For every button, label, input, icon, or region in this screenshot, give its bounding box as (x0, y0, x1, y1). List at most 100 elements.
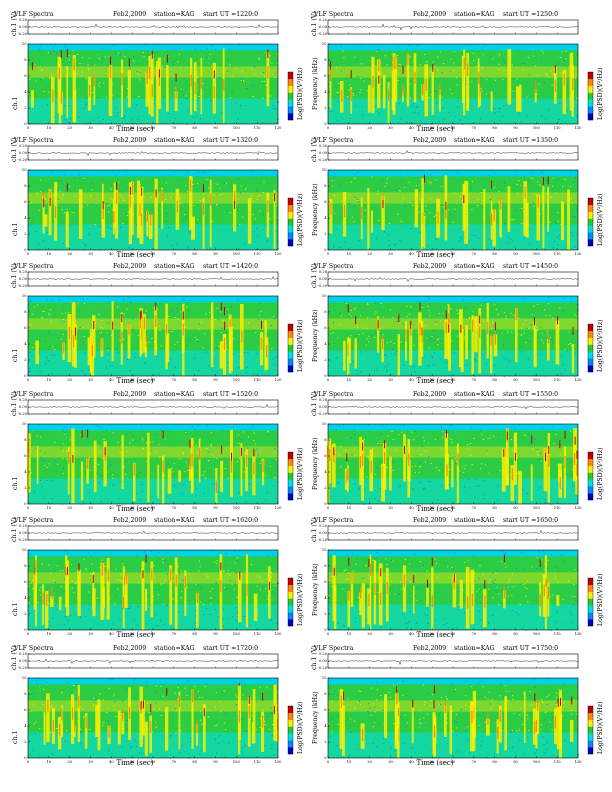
speckle (472, 311, 474, 313)
speckle (439, 463, 441, 465)
speckle (380, 85, 383, 87)
speckle (105, 366, 107, 368)
speckle (521, 628, 523, 630)
speckle (53, 459, 55, 461)
x-axis-label: Time (sec) (116, 631, 154, 639)
sferic-peak (151, 50, 153, 59)
speckle (501, 341, 504, 343)
speckle (264, 76, 266, 78)
speckle (338, 488, 340, 490)
speckle (255, 44, 257, 46)
sferic-peak (203, 184, 204, 193)
speckle (78, 173, 80, 175)
speckle (506, 104, 508, 106)
speckle (61, 501, 63, 503)
speckle (448, 424, 450, 425)
speckle (58, 495, 60, 496)
speckle (145, 310, 147, 312)
speckle (573, 330, 575, 332)
speckle (337, 92, 339, 94)
speckle (39, 365, 41, 367)
speckle (371, 327, 373, 329)
speckle (574, 77, 577, 79)
speckle (261, 224, 263, 226)
sferic-peak (175, 73, 177, 82)
speckle (214, 246, 216, 248)
speckle (256, 190, 258, 192)
x-tick-label: 60 (151, 632, 156, 636)
speckle (54, 116, 56, 118)
speckle (417, 300, 419, 301)
speckle (418, 463, 420, 464)
speckle (436, 102, 438, 104)
speckle (236, 226, 238, 227)
speckle (392, 461, 394, 463)
speckle (266, 555, 269, 557)
speckle (186, 98, 188, 99)
speckle (331, 174, 333, 176)
speckle (54, 605, 56, 606)
colorbar-segment (288, 232, 293, 240)
speckle (107, 226, 109, 228)
waveform-y-tick-label: 0.20 (19, 144, 28, 148)
speckle (200, 198, 202, 199)
speckle (564, 57, 566, 59)
speckle (433, 66, 435, 67)
speckle (94, 64, 96, 66)
speckle (393, 343, 395, 344)
sferic-streak (101, 203, 106, 238)
speckle (471, 464, 473, 466)
speckle (459, 236, 461, 238)
speckle (51, 479, 53, 481)
speckle (222, 319, 224, 321)
speckle (335, 91, 337, 93)
speckle (429, 315, 431, 317)
speckle (425, 205, 427, 207)
sferic-peak (234, 200, 236, 209)
speckle (576, 358, 578, 359)
speckle (190, 430, 192, 432)
speckle (362, 220, 364, 222)
speckle (353, 221, 355, 223)
speckle (77, 303, 79, 305)
speckle (180, 66, 182, 68)
x-axis-label: Time (sec) (416, 505, 454, 513)
speckle (472, 52, 474, 54)
sferic-streak (108, 65, 113, 116)
sferic-streak (35, 555, 37, 627)
speckle (376, 50, 378, 52)
sferic-streak (562, 70, 567, 115)
speckle (90, 469, 92, 471)
speckle (183, 219, 185, 221)
speckle (134, 569, 137, 571)
speckle (233, 613, 235, 615)
speckle (64, 46, 66, 48)
speckle (575, 215, 577, 216)
speckle (573, 483, 575, 485)
speckle (108, 372, 110, 374)
speckle (334, 195, 336, 197)
speckle (54, 582, 56, 583)
speckle (199, 563, 201, 565)
spectrogram-top-band (328, 44, 578, 51)
speckle (250, 563, 253, 565)
speckle (421, 307, 423, 308)
speckle (43, 78, 45, 80)
speckle (150, 551, 152, 552)
speckle (32, 579, 34, 581)
speckle (511, 64, 513, 66)
speckle (518, 180, 520, 182)
speckle (174, 73, 176, 75)
speckle (361, 192, 363, 194)
sferic-peak (576, 450, 578, 459)
speckle (50, 314, 52, 315)
sferic-streak (268, 566, 271, 619)
sferic-core (102, 207, 104, 220)
speckle (200, 478, 202, 480)
x-tick-label: 0 (327, 378, 330, 382)
speckle (485, 363, 487, 365)
speckle (474, 242, 476, 244)
speckle (493, 108, 495, 110)
speckle (529, 243, 531, 245)
speckle (269, 218, 271, 220)
